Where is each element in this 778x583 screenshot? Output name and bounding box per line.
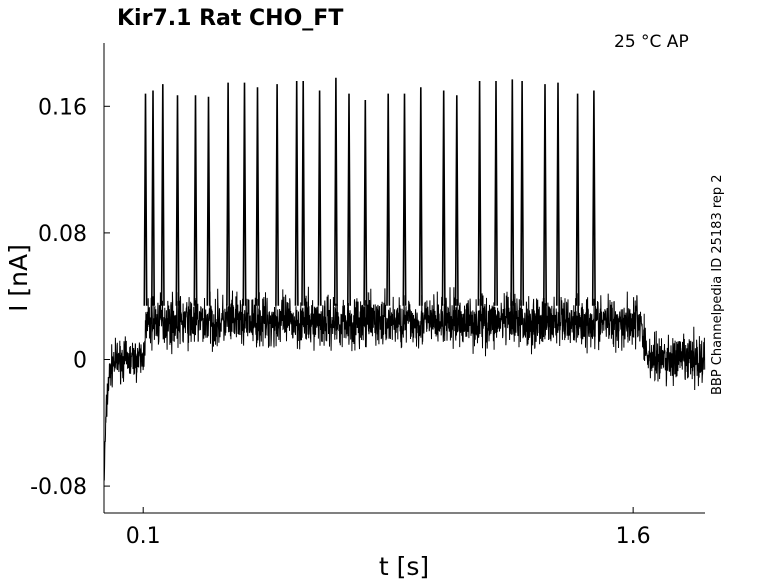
spike — [226, 82, 231, 306]
spike — [477, 80, 482, 306]
spike — [193, 95, 198, 306]
x-axis-label: t [s] — [379, 552, 429, 581]
spike — [575, 93, 580, 306]
x-tick-label: 0.1 — [126, 524, 161, 549]
spike — [294, 80, 299, 306]
spike — [175, 95, 180, 306]
spike — [520, 80, 525, 306]
chart-title: Kir7.1 Rat CHO_FT — [117, 6, 343, 31]
axes — [103, 43, 705, 514]
spike — [454, 95, 459, 306]
spike — [494, 80, 498, 306]
spike — [363, 99, 368, 306]
spike — [441, 90, 446, 306]
channelpedia-id-label: BBP Channelpedia ID 25183 rep 2 — [710, 174, 725, 395]
spike — [347, 93, 351, 306]
spike — [556, 82, 560, 306]
spike — [402, 93, 407, 306]
temperature-protocol-annotation: 25 °C AP — [614, 32, 689, 52]
current-trace — [103, 286, 706, 481]
spike — [510, 79, 515, 306]
x-tick-label: 1.6 — [616, 524, 651, 549]
spike — [151, 90, 155, 306]
y-tick-label: 0.08 — [38, 222, 87, 247]
spike — [543, 84, 547, 306]
y-axis-label: I [nA] — [4, 244, 33, 312]
spike — [143, 93, 148, 306]
y-tick-label: -0.08 — [30, 475, 87, 500]
spike — [317, 90, 322, 306]
y-tick-label: 0 — [73, 348, 87, 373]
spike — [418, 87, 423, 306]
spike — [275, 84, 280, 306]
spike — [591, 90, 596, 306]
trace-layer — [103, 77, 706, 481]
spike — [160, 84, 165, 306]
spike — [255, 87, 260, 306]
spike — [301, 80, 306, 306]
spike — [242, 82, 247, 306]
spike — [386, 93, 391, 306]
spike — [333, 77, 338, 306]
ticks: 0.1 1.6 0.16 0.08 0 -0.08 — [30, 95, 651, 549]
y-tick-label: 0.16 — [38, 95, 87, 120]
spike — [206, 96, 211, 306]
